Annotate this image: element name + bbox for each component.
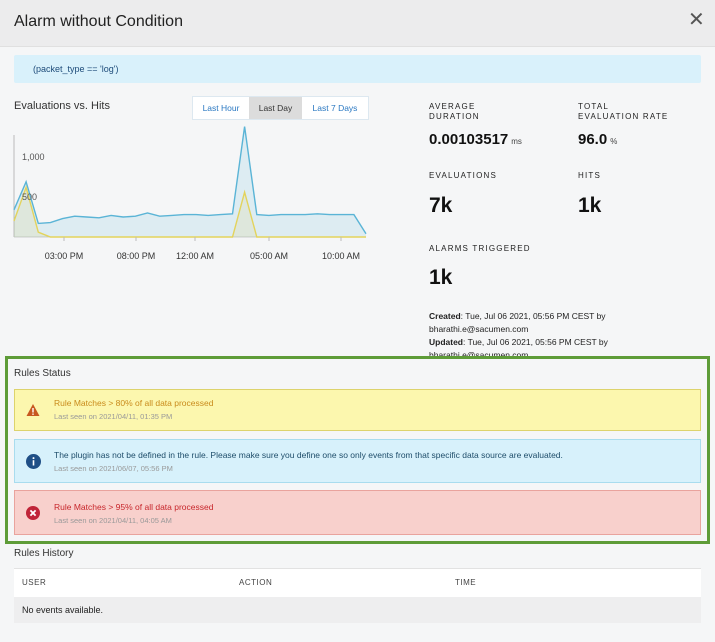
x-tick-label: 12:00 AM — [176, 251, 214, 261]
total-eval-rate-value: 96.0% — [578, 131, 618, 148]
avg-duration-value: 0.00103517 ms — [429, 131, 522, 148]
x-tick-label: 03:00 PM — [45, 251, 84, 261]
info-last-seen: Last seen on 2021/06/07, 05:56 PM — [54, 464, 173, 473]
warning-last-seen: Last seen on 2021/04/11, 01:35 PM — [54, 412, 173, 421]
table-body: No events available. — [14, 597, 701, 623]
table-header: USER ACTION TIME — [14, 568, 701, 598]
warning-message: Rule Matches > 80% of all data processed — [54, 398, 214, 408]
column-user[interactable]: USER — [22, 578, 47, 587]
updated-info: Updated: Tue, Jul 06 2021, 05:56 PM CEST… — [429, 337, 608, 347]
x-tick-label: 10:00 AM — [322, 251, 360, 261]
hits-value: 1k — [578, 194, 602, 217]
created-by: bharathi.e@sacumen.com — [429, 324, 529, 334]
total-eval-rate-label: TOTAL EVALUATION RATE — [578, 102, 669, 121]
series-0-line — [13, 126, 367, 235]
series-1-line — [13, 185, 366, 238]
series-0-area — [14, 126, 366, 237]
alarms-triggered-value: 1k — [429, 266, 453, 289]
dialog-title: Alarm without Condition — [14, 13, 183, 30]
evaluations-label: EVALUATIONS — [429, 171, 498, 180]
column-time[interactable]: TIME — [455, 578, 477, 587]
updated-by: bharathi.e@sacumen.com — [429, 350, 529, 360]
chart-title: Evaluations vs. Hits — [14, 100, 110, 112]
y-tick-label: 500 — [22, 192, 37, 202]
column-action[interactable]: ACTION — [239, 578, 273, 587]
info-icon — [26, 454, 41, 469]
warning-icon — [26, 404, 40, 416]
error-message: Rule Matches > 95% of all data processed — [54, 502, 214, 512]
condition-banner: (packet_type == 'log') — [14, 55, 701, 83]
evaluations-hits-chart: 1,000 500 03:00 PM 08:00 PM 12:00 AM 05:00 AM… — [13, 126, 367, 261]
range-selector: Last Hour Last Day Last 7 Days — [192, 96, 369, 120]
range-last-hour-button[interactable]: Last Hour — [202, 103, 240, 113]
info-alert: The plugin has not be defined in the rul… — [14, 439, 701, 483]
warning-alert: Rule Matches > 80% of all data processed… — [14, 389, 701, 431]
rules-status-title: Rules Status — [14, 368, 71, 379]
close-icon[interactable]: ✕ — [688, 9, 705, 31]
empty-state-text: No events available. — [22, 605, 104, 615]
error-alert: Rule Matches > 95% of all data processed… — [14, 490, 701, 535]
dialog-header: Alarm without Condition ✕ — [0, 0, 715, 47]
x-tick-label: 05:00 AM — [250, 251, 288, 261]
y-tick-label: 1,000 — [22, 152, 45, 162]
evaluations-value: 7k — [429, 194, 453, 217]
alarms-triggered-label: ALARMS TRIGGERED — [429, 244, 531, 253]
error-icon — [26, 506, 40, 520]
info-message: The plugin has not be defined in the rul… — [54, 450, 563, 460]
created-info: Created: Tue, Jul 06 2021, 05:56 PM CEST… — [429, 311, 606, 321]
hits-label: HITS — [578, 171, 602, 180]
x-tick-label: 08:00 PM — [117, 251, 156, 261]
range-last-day-button[interactable]: Last Day — [249, 97, 302, 119]
avg-duration-label: AVERAGE DURATION — [429, 102, 480, 121]
rules-history-title: Rules History — [14, 548, 74, 559]
range-last-7-days-button[interactable]: Last 7 Days — [312, 103, 358, 113]
error-last-seen: Last seen on 2021/04/11, 04:05 AM — [54, 516, 172, 525]
